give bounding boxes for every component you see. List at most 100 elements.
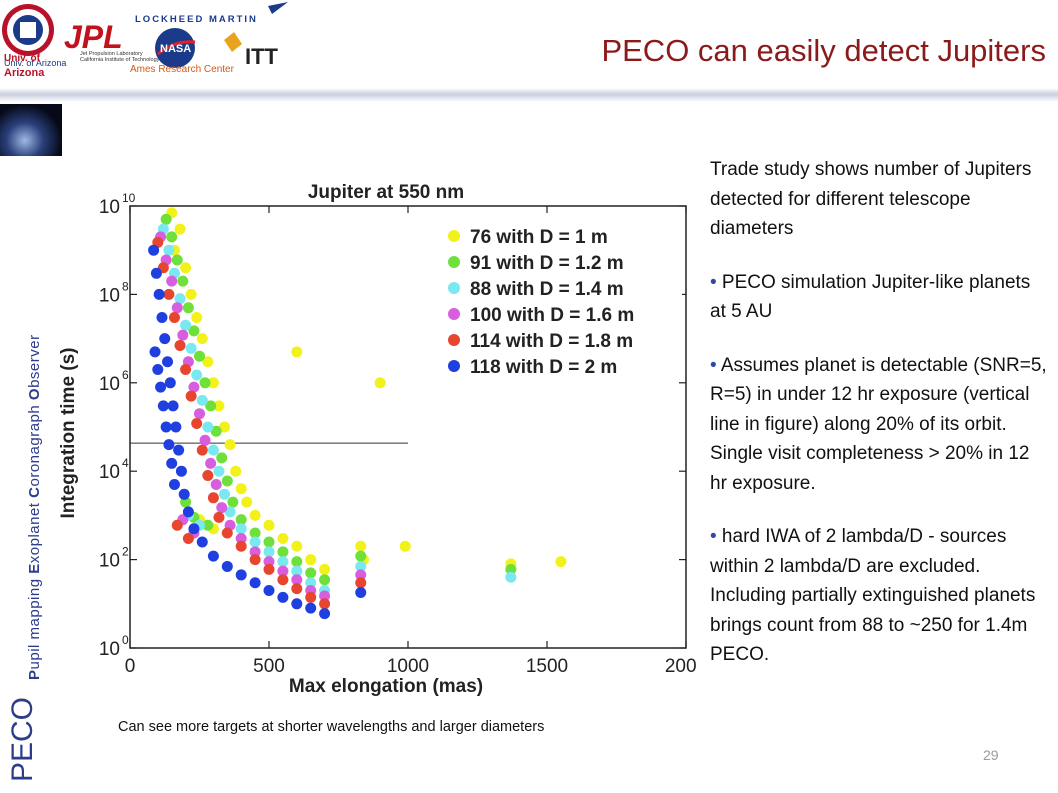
data-point [505,563,517,575]
data-point [291,598,303,610]
data-point [202,356,214,368]
side-tag: PECO Pupil mapping Exoplanet Coronagraph… [0,170,52,785]
data-point [235,540,247,552]
y-tick-exponent: 4 [122,456,129,470]
data-point [263,536,275,548]
data-point [241,496,253,508]
data-point [194,350,205,362]
bullet-marker: • [710,526,717,547]
data-point [202,469,214,481]
data-point [171,302,183,314]
data-point [221,527,233,539]
side-tag-small: Pupil mapping Exoplanet Coronagraph Obse… [26,334,43,680]
y-tick-exponent: 0 [122,633,129,647]
data-point [263,546,275,558]
y-tick-label: 10 [99,639,120,660]
chart-title: Jupiter at 550 nm [308,182,464,203]
data-point [196,394,208,406]
data-point [319,574,331,586]
data-point [185,342,197,354]
data-point [171,254,183,266]
univ-label-small: Univ. of Arizona [4,58,66,68]
data-point [277,546,289,558]
univ-label-2: Arizona [4,67,45,79]
data-point [219,488,231,500]
y-tick-exponent: 10 [122,191,136,205]
data-point [249,577,261,589]
side-rest-e: xoplanet [26,497,43,564]
data-points [148,207,567,620]
data-point [166,457,178,469]
data-point [185,390,197,402]
legend-marker [448,334,460,346]
data-point [174,339,186,351]
data-point [168,312,180,324]
legend-label: 91 with D = 1.2 m [470,253,624,274]
data-point [291,574,303,586]
jpl-sub1: Jet Propulsion Laboratory [80,51,143,57]
data-point [277,533,289,545]
data-point [263,519,275,531]
page-number: 29 [983,747,999,763]
data-point [188,523,200,535]
data-point [194,408,205,420]
data-point [291,565,303,577]
bullet-item: • PECO simulation Jupiter-like planets a… [710,268,1050,327]
data-point [227,496,239,508]
bullet-text: Assumes planet is detectable (SNR=5, R=5… [710,354,1047,494]
bullet-marker: • [710,354,717,376]
x-tick-label: 1500 [526,656,568,677]
data-point [167,400,179,412]
data-point [355,587,367,599]
data-point [188,325,200,337]
data-point [210,425,222,437]
legend-marker [448,308,460,320]
data-point [277,565,289,577]
univ-label-1: Univ. of [4,53,41,64]
legend-marker [448,230,460,242]
y-tick-label: 10 [99,374,120,395]
ames-label: Ames Research Center [130,64,235,75]
side-cap-p: P [26,669,43,680]
data-point [221,560,233,572]
data-point [205,400,217,412]
data-point [207,444,219,456]
data-point [263,584,275,596]
data-point [199,434,211,446]
data-point [235,569,247,581]
data-point [160,213,172,225]
x-tick-label: 500 [253,656,285,677]
data-point [207,492,219,504]
data-point [164,377,176,389]
itt-emblem-icon [224,32,242,52]
data-point [205,457,217,469]
legend-label: 100 with D = 1.6 m [470,305,634,326]
data-point [153,288,165,300]
side-cap-c: C [26,486,43,498]
lockheed-logo: LOCKHEED MARTIN [135,14,258,25]
data-point [210,479,222,491]
nasa-meatball-icon [155,28,195,68]
data-point [355,569,367,581]
data-point [216,502,228,514]
series-0 [166,207,567,575]
data-point [166,275,178,287]
legend-marker [448,282,460,294]
data-point [148,244,160,256]
data-point [163,439,175,451]
slide-title: PECO can easily detect Jupiters [601,33,1046,68]
chart-legend: 76 with D = 1 m 91 with D = 1.2 m 88 with … [438,222,682,380]
data-point [277,574,289,586]
bullet-item: Trade study shows number of Jupiters det… [710,155,1050,244]
series-5 [148,244,367,620]
x-axis-label: Max elongation (mas) [289,676,483,697]
logo-strip: Univ. of Arizona Univ. of Arizona JPL Je… [2,2,288,79]
data-point [263,563,275,575]
legend-marker [448,256,460,268]
data-point [235,483,247,495]
bullet-text: PECO simulation Jupiter-like planets at … [710,271,1031,323]
data-point [182,506,194,518]
data-point [319,563,331,575]
data-point [182,302,194,314]
side-rest-p: upil mapping [26,573,43,670]
